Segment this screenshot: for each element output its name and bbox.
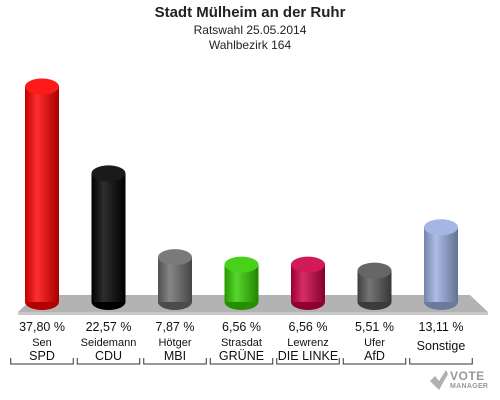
chart-title: Stadt Mülheim an der Ruhr <box>154 4 346 21</box>
candidate-label: Ufer <box>364 337 385 349</box>
bar-grüne <box>224 256 259 310</box>
bar-cdu <box>91 165 126 310</box>
category-label: MBI <box>164 349 186 363</box>
category-label: AfD <box>364 349 385 363</box>
category-label: SPD <box>29 349 55 363</box>
category-label: DIE LINKE <box>278 349 338 363</box>
chart-subtitle: Ratswahl 25.05.2014 <box>193 23 307 37</box>
category-bracket <box>276 358 340 365</box>
candidate-label: Seidemann <box>81 337 137 349</box>
checkmark-icon <box>430 370 448 390</box>
bar-die-linke <box>291 256 325 310</box>
value-label: 6,56 % <box>222 320 261 334</box>
bar-sonstige <box>424 219 458 310</box>
category-bracket <box>76 358 141 365</box>
vote-manager-logo: VOTE MANAGER <box>428 366 498 396</box>
chart-district: Wahlbezirk 164 <box>208 38 292 52</box>
logo-text-vote: VOTE <box>450 369 485 383</box>
bar-mbi <box>158 249 192 310</box>
bar-afd <box>357 262 392 310</box>
floor-base <box>18 312 488 315</box>
category-label: Sonstige <box>417 339 466 353</box>
category-label: CDU <box>95 349 122 363</box>
category-bracket <box>10 358 74 365</box>
candidate-label: Hötger <box>158 337 191 349</box>
candidate-label: Lewrenz <box>287 337 329 349</box>
category-label: GRÜNE <box>219 349 264 363</box>
category-bracket <box>342 358 407 365</box>
bar-spd <box>25 78 59 310</box>
logo-text-manager: MANAGER <box>450 383 489 390</box>
value-label: 13,11 % <box>419 320 464 334</box>
candidate-label: Sen <box>32 337 52 349</box>
value-label: 5,51 % <box>355 320 394 334</box>
category-bracket <box>409 358 473 365</box>
value-label: 22,57 % <box>86 320 132 334</box>
value-label: 7,87 % <box>156 320 195 334</box>
candidate-label: Strasdat <box>221 337 262 349</box>
category-bracket <box>143 358 207 365</box>
category-bracket <box>209 358 274 365</box>
value-label: 6,56 % <box>289 320 328 334</box>
value-label: 37,80 % <box>19 320 65 334</box>
